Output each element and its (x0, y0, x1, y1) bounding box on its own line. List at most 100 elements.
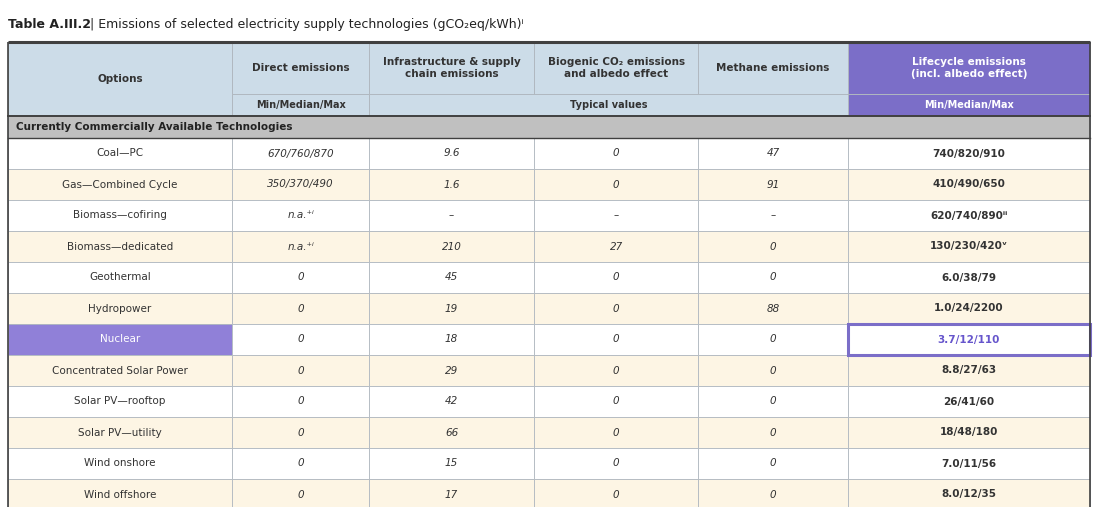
Bar (369, 231, 534, 262)
Text: 0: 0 (770, 366, 776, 376)
Bar (534, 138, 698, 169)
Text: 45: 45 (445, 272, 458, 282)
Bar (8, 448, 232, 479)
Text: 0: 0 (770, 272, 776, 282)
Text: 0: 0 (770, 396, 776, 407)
Text: 0: 0 (770, 458, 776, 468)
Bar (534, 293, 698, 324)
Bar (232, 386, 369, 417)
Text: 350/370/490: 350/370/490 (268, 179, 334, 190)
Text: Infrastructure & supply
chain emissions: Infrastructure & supply chain emissions (383, 57, 520, 79)
Text: Wind offshore: Wind offshore (83, 489, 156, 499)
Text: 0: 0 (298, 304, 304, 313)
Bar (8, 293, 232, 324)
Bar (698, 42, 848, 94)
Text: Gas—Combined Cycle: Gas—Combined Cycle (63, 179, 178, 190)
Text: Lifecycle emissions
(incl. albedo effect): Lifecycle emissions (incl. albedo effect… (910, 57, 1027, 79)
Text: 0: 0 (770, 427, 776, 438)
Text: 0: 0 (298, 366, 304, 376)
Text: 0: 0 (613, 149, 619, 159)
Bar (534, 355, 698, 386)
Text: 17: 17 (445, 489, 458, 499)
Bar (8, 324, 232, 355)
Text: 0: 0 (613, 458, 619, 468)
Bar (848, 231, 1090, 262)
Bar (848, 138, 1090, 169)
Bar (848, 355, 1090, 386)
Text: 0: 0 (613, 427, 619, 438)
Text: 27: 27 (609, 241, 623, 251)
Text: Currently Commercially Available Technologies: Currently Commercially Available Technol… (16, 122, 292, 132)
Bar (848, 386, 1090, 417)
Bar (232, 448, 369, 479)
Text: Biomass—dedicated: Biomass—dedicated (67, 241, 173, 251)
Bar (8, 386, 232, 417)
Bar (232, 293, 369, 324)
Bar (534, 200, 698, 231)
Text: 66: 66 (445, 427, 458, 438)
Text: Methane emissions: Methane emissions (716, 63, 830, 73)
Bar (369, 42, 534, 94)
Text: –: – (771, 210, 775, 221)
Text: 0: 0 (613, 179, 619, 190)
Text: Solar PV—utility: Solar PV—utility (78, 427, 161, 438)
Text: 15: 15 (445, 458, 458, 468)
Text: 9.6: 9.6 (444, 149, 460, 159)
Text: Solar PV—rooftop: Solar PV—rooftop (75, 396, 166, 407)
Bar (369, 386, 534, 417)
Text: n.a.⁺ⁱ: n.a.⁺ⁱ (288, 241, 314, 251)
Bar (232, 355, 369, 386)
Text: 130/230/420ᵛ: 130/230/420ᵛ (930, 241, 1008, 251)
Bar (698, 231, 848, 262)
Text: Concentrated Solar Power: Concentrated Solar Power (52, 366, 188, 376)
Bar (534, 169, 698, 200)
Bar (369, 169, 534, 200)
Bar (232, 42, 369, 94)
Text: Typical values: Typical values (570, 100, 647, 110)
Bar (369, 94, 848, 116)
Bar (848, 169, 1090, 200)
Text: Geothermal: Geothermal (89, 272, 150, 282)
Bar (534, 386, 698, 417)
Text: 670/760/870: 670/760/870 (268, 149, 334, 159)
Bar (848, 479, 1090, 507)
Bar (232, 262, 369, 293)
Text: Options: Options (98, 74, 143, 84)
Bar (534, 231, 698, 262)
Bar (698, 262, 848, 293)
Bar (534, 448, 698, 479)
Bar (232, 138, 369, 169)
Bar (369, 417, 534, 448)
Bar (232, 479, 369, 507)
Bar (232, 169, 369, 200)
Text: 91: 91 (766, 179, 780, 190)
Bar (369, 448, 534, 479)
Text: 26/41/60: 26/41/60 (943, 396, 995, 407)
Text: Direct emissions: Direct emissions (251, 63, 349, 73)
Bar (8, 138, 232, 169)
Bar (8, 169, 232, 200)
Bar (8, 200, 232, 231)
Bar (232, 417, 369, 448)
Bar (232, 94, 369, 116)
Text: 7.0/11/56: 7.0/11/56 (941, 458, 996, 468)
Bar (8, 417, 232, 448)
Bar (848, 42, 1090, 94)
Bar (848, 324, 1090, 355)
Text: 1.6: 1.6 (444, 179, 460, 190)
Bar (369, 479, 534, 507)
Text: 0: 0 (298, 335, 304, 344)
Bar (848, 448, 1090, 479)
Bar (232, 231, 369, 262)
Text: 0: 0 (298, 489, 304, 499)
Text: 620/740/890ⁱⁱ: 620/740/890ⁱⁱ (930, 210, 1008, 221)
Bar (8, 355, 232, 386)
Text: 0: 0 (298, 458, 304, 468)
Text: Min/Median/Max: Min/Median/Max (923, 100, 1013, 110)
Bar (698, 355, 848, 386)
Bar (698, 479, 848, 507)
Bar (8, 262, 232, 293)
Text: 6.0/38/79: 6.0/38/79 (941, 272, 996, 282)
Bar (232, 200, 369, 231)
Text: –: – (449, 210, 455, 221)
